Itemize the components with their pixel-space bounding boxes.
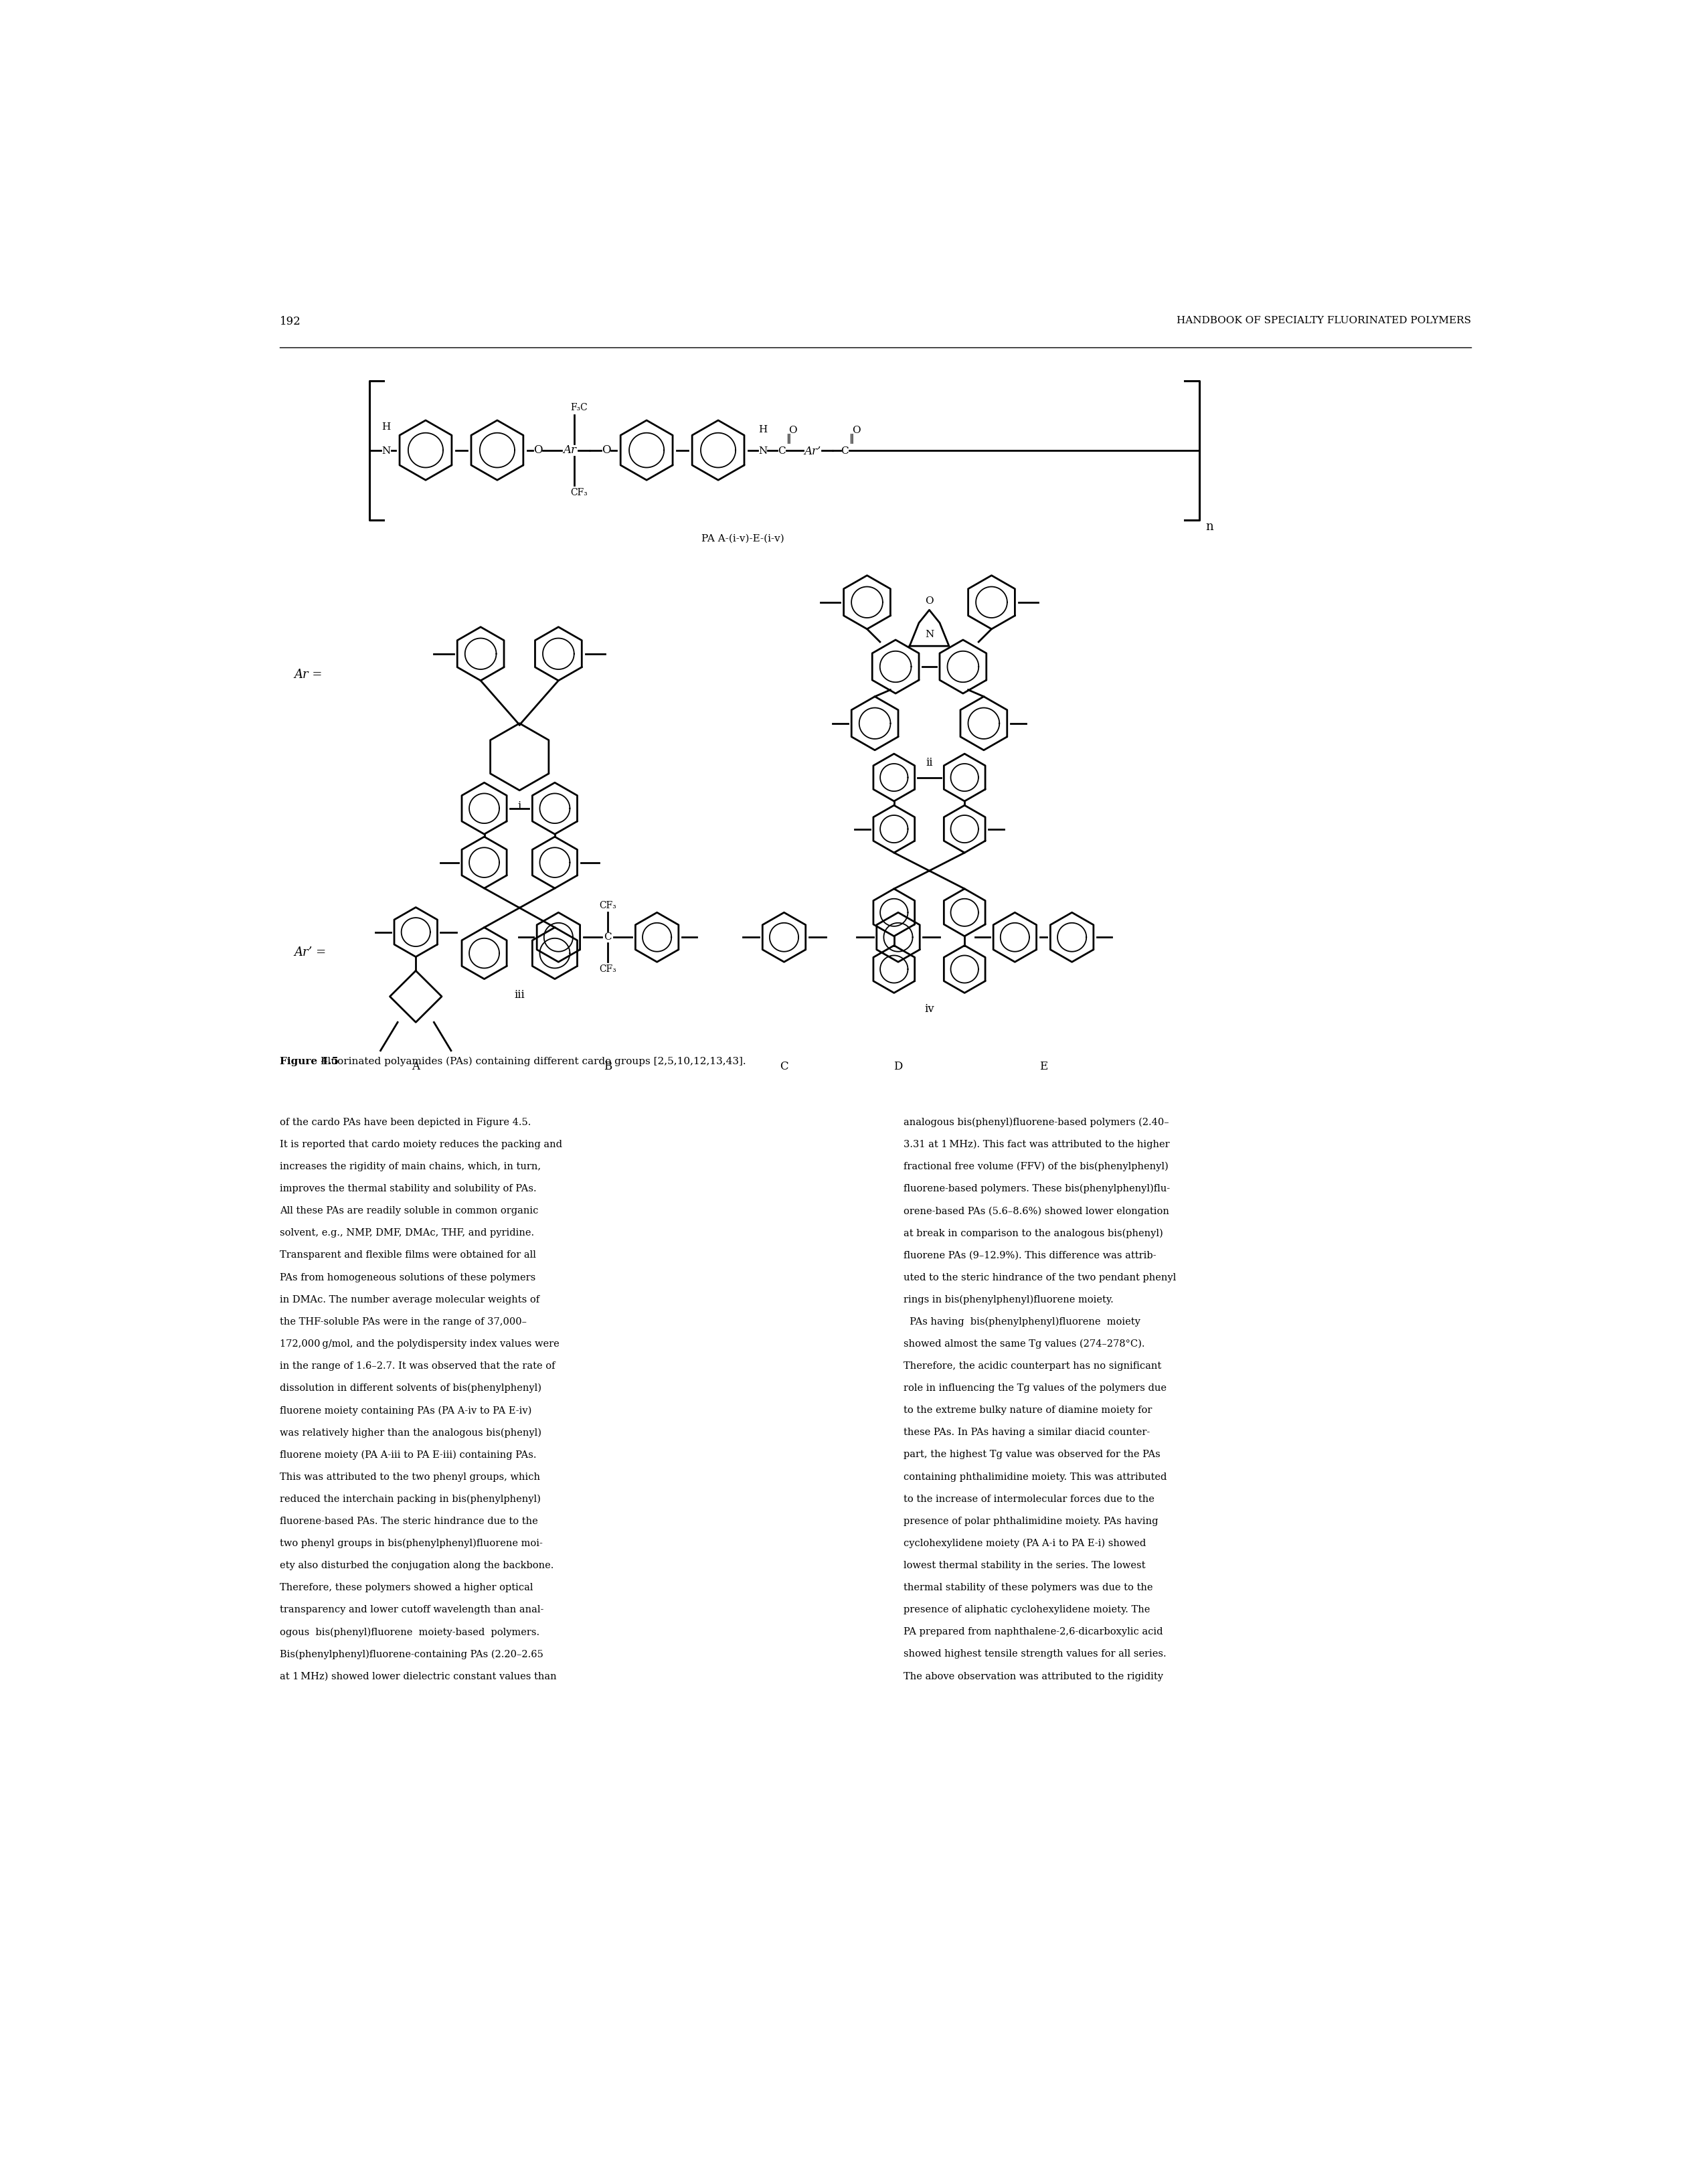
Text: was relatively higher than the analogous bis(phenyl): was relatively higher than the analogous… [280,1428,541,1437]
Text: fluorene-based PAs. The steric hindrance due to the: fluorene-based PAs. The steric hindrance… [280,1516,538,1527]
Text: to the extreme bulky nature of diamine moiety for: to the extreme bulky nature of diamine m… [904,1406,1151,1415]
Text: O: O [601,446,611,456]
Text: fractional free volume (FFV) of the bis(phenylphenyl): fractional free volume (FFV) of the bis(… [904,1162,1168,1171]
Text: solvent, e.g., NMP, DMF, DMAc, THF, and pyridine.: solvent, e.g., NMP, DMF, DMAc, THF, and … [280,1227,535,1238]
Text: fluorene moiety containing PAs (PA A-iv to PA E-iv): fluorene moiety containing PAs (PA A-iv … [280,1406,531,1415]
Text: increases the rigidity of main chains, which, in turn,: increases the rigidity of main chains, w… [280,1162,541,1171]
Text: O: O [533,446,541,456]
Text: presence of polar phthalimidine moiety. PAs having: presence of polar phthalimidine moiety. … [904,1516,1158,1527]
Text: role in influencing the Tg values of the polymers due: role in influencing the Tg values of the… [904,1382,1167,1393]
Text: 172,000 g/mol, and the polydispersity index values were: 172,000 g/mol, and the polydispersity in… [280,1339,560,1348]
Text: Therefore, the acidic counterpart has no significant: Therefore, the acidic counterpart has no… [904,1361,1161,1372]
Text: part, the highest Tg value was observed for the PAs: part, the highest Tg value was observed … [904,1450,1160,1459]
Text: PA prepared from naphthalene-2,6-dicarboxylic acid: PA prepared from naphthalene-2,6-dicarbo… [904,1627,1163,1636]
Text: orene-based PAs (5.6–8.6%) showed lower elongation: orene-based PAs (5.6–8.6%) showed lower … [904,1206,1168,1216]
Text: N: N [924,629,934,640]
Text: ‖: ‖ [786,435,791,443]
Text: PAs from homogeneous solutions of these polymers: PAs from homogeneous solutions of these … [280,1273,536,1282]
Text: rings in bis(phenylphenyl)fluorene moiety.: rings in bis(phenylphenyl)fluorene moiet… [904,1295,1114,1304]
Text: CF₃: CF₃ [570,487,588,498]
Text: fluorene-based polymers. These bis(phenylphenyl)flu-: fluorene-based polymers. These bis(pheny… [904,1184,1170,1195]
Text: C: C [840,446,849,456]
Text: H: H [758,426,767,435]
Text: Ar’ =: Ar’ = [294,946,326,959]
Text: analogous bis(phenyl)fluorene-based polymers (2.40–: analogous bis(phenyl)fluorene-based poly… [904,1118,1168,1127]
Text: O: O [852,426,861,435]
Text: B: B [603,1061,611,1072]
Text: PAs having  bis(phenylphenyl)fluorene  moiety: PAs having bis(phenylphenyl)fluorene moi… [904,1317,1141,1326]
Text: iv: iv [924,1002,934,1016]
Text: PA A-(i-v)-E-(i-v): PA A-(i-v)-E-(i-v) [702,535,784,544]
Text: improves the thermal stability and solubility of PAs.: improves the thermal stability and solub… [280,1184,536,1192]
Text: n: n [1206,520,1213,533]
Text: Ar’: Ar’ [804,446,822,456]
Text: D: D [893,1061,902,1072]
Text: presence of aliphatic cyclohexylidene moiety. The: presence of aliphatic cyclohexylidene mo… [904,1605,1149,1614]
Text: Ar: Ar [564,446,577,456]
Text: in DMAc. The number average molecular weights of: in DMAc. The number average molecular we… [280,1295,540,1304]
Text: the THF-soluble PAs were in the range of 37,000–: the THF-soluble PAs were in the range of… [280,1317,526,1326]
Text: i: i [518,802,521,812]
Text: 3.31 at 1 MHz). This fact was attributed to the higher: 3.31 at 1 MHz). This fact was attributed… [904,1140,1170,1149]
Text: ety also disturbed the conjugation along the backbone.: ety also disturbed the conjugation along… [280,1562,553,1570]
Text: to the increase of intermolecular forces due to the: to the increase of intermolecular forces… [904,1494,1155,1505]
Text: CF₃: CF₃ [600,965,617,974]
Text: uted to the steric hindrance of the two pendant phenyl: uted to the steric hindrance of the two … [904,1273,1175,1282]
Text: thermal stability of these polymers was due to the: thermal stability of these polymers was … [904,1583,1153,1592]
Text: It is reported that cardo moiety reduces the packing and: It is reported that cardo moiety reduces… [280,1140,562,1149]
Text: C: C [777,446,786,456]
Text: at 1 MHz) showed lower dielectric constant values than: at 1 MHz) showed lower dielectric consta… [280,1671,557,1682]
Text: ogous  bis(phenyl)fluorene  moiety-based  polymers.: ogous bis(phenyl)fluorene moiety-based p… [280,1627,540,1638]
Text: fluorene PAs (9–12.9%). This difference was attrib-: fluorene PAs (9–12.9%). This difference … [904,1251,1156,1260]
Text: dissolution in different solvents of bis(phenylphenyl): dissolution in different solvents of bis… [280,1382,541,1393]
Text: Fluorinated polyamides (PAs) containing different cardo groups [2,5,10,12,13,43]: Fluorinated polyamides (PAs) containing … [318,1057,746,1066]
Text: iii: iii [514,989,524,1000]
Text: Figure 4.5: Figure 4.5 [280,1057,338,1066]
Text: transparency and lower cutoff wavelength than anal-: transparency and lower cutoff wavelength… [280,1605,543,1614]
Text: C: C [605,933,611,941]
Text: fluorene moiety (PA A-iii to PA E-iii) containing PAs.: fluorene moiety (PA A-iii to PA E-iii) c… [280,1450,536,1459]
Text: lowest thermal stability in the series. The lowest: lowest thermal stability in the series. … [904,1562,1146,1570]
Text: N: N [383,446,391,456]
Text: N: N [758,446,767,456]
Text: A: A [412,1061,420,1072]
Text: This was attributed to the two phenyl groups, which: This was attributed to the two phenyl gr… [280,1472,540,1481]
Text: O: O [789,426,798,435]
Text: showed highest tensile strength values for all series.: showed highest tensile strength values f… [904,1649,1167,1660]
Text: Bis(phenylphenyl)fluorene-containing PAs (2.20–2.65: Bis(phenylphenyl)fluorene-containing PAs… [280,1649,543,1660]
Text: CF₃: CF₃ [600,900,617,911]
Text: ii: ii [926,758,933,769]
Text: F₃C: F₃C [570,404,588,413]
Text: All these PAs are readily soluble in common organic: All these PAs are readily soluble in com… [280,1206,538,1216]
Text: 192: 192 [280,317,301,328]
Text: Therefore, these polymers showed a higher optical: Therefore, these polymers showed a highe… [280,1583,533,1592]
Text: two phenyl groups in bis(phenylphenyl)fluorene moi-: two phenyl groups in bis(phenylphenyl)fl… [280,1540,543,1548]
Text: reduced the interchain packing in bis(phenylphenyl): reduced the interchain packing in bis(ph… [280,1494,541,1505]
Text: ‖: ‖ [849,435,854,443]
Text: HANDBOOK OF SPECIALTY FLUORINATED POLYMERS: HANDBOOK OF SPECIALTY FLUORINATED POLYME… [1177,317,1471,325]
Text: these PAs. In PAs having a similar diacid counter-: these PAs. In PAs having a similar diaci… [904,1428,1149,1437]
Text: Transparent and flexible films were obtained for all: Transparent and flexible films were obta… [280,1251,536,1260]
Text: E: E [1038,1061,1047,1072]
Text: Ar =: Ar = [294,668,323,681]
Text: The above observation was attributed to the rigidity: The above observation was attributed to … [904,1671,1163,1682]
Text: at break in comparison to the analogous bis(phenyl): at break in comparison to the analogous … [904,1227,1163,1238]
Text: O: O [926,596,934,605]
Text: C: C [781,1061,789,1072]
Text: showed almost the same Tg values (274–278°C).: showed almost the same Tg values (274–27… [904,1339,1144,1350]
Text: of the cardo PAs have been depicted in Figure 4.5.: of the cardo PAs have been depicted in F… [280,1118,531,1127]
Text: H: H [383,422,391,432]
Text: in the range of 1.6–2.7. It was observed that the rate of: in the range of 1.6–2.7. It was observed… [280,1361,555,1372]
Text: cyclohexylidene moiety (PA A-i to PA E-i) showed: cyclohexylidene moiety (PA A-i to PA E-i… [904,1540,1146,1548]
Text: containing phthalimidine moiety. This was attributed: containing phthalimidine moiety. This wa… [904,1472,1167,1481]
